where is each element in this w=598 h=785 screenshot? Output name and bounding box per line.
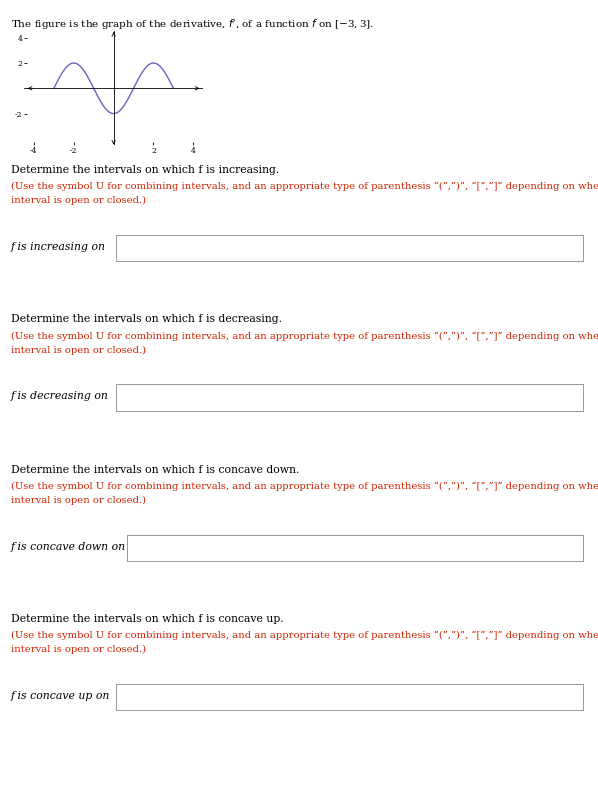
Text: (Use the symbol U for combining intervals, and an appropriate type of parenthesi: (Use the symbol U for combining interval…: [11, 631, 598, 641]
Text: f is increasing on: f is increasing on: [11, 243, 106, 252]
Text: f is concave down on: f is concave down on: [11, 542, 126, 552]
Text: (Use the symbol U for combining intervals, and an appropriate type of parenthesi: (Use the symbol U for combining interval…: [11, 182, 598, 192]
Text: interval is open or closed.): interval is open or closed.): [11, 496, 146, 506]
Text: interval is open or closed.): interval is open or closed.): [11, 196, 146, 206]
Text: (Use the symbol U for combining intervals, and an appropriate type of parenthesi: (Use the symbol U for combining interval…: [11, 482, 598, 491]
Text: interval is open or closed.): interval is open or closed.): [11, 645, 146, 655]
Text: (Use the symbol U for combining intervals, and an appropriate type of parenthesi: (Use the symbol U for combining interval…: [11, 331, 598, 341]
Text: interval is open or closed.): interval is open or closed.): [11, 345, 146, 355]
Text: f is concave up on: f is concave up on: [11, 692, 110, 701]
Text: Determine the intervals on which f is decreasing.: Determine the intervals on which f is de…: [11, 314, 282, 324]
Text: Determine the intervals on which f is increasing.: Determine the intervals on which f is in…: [11, 165, 279, 175]
Text: Determine the intervals on which f is concave up.: Determine the intervals on which f is co…: [11, 614, 283, 624]
Text: Determine the intervals on which f is concave down.: Determine the intervals on which f is co…: [11, 465, 299, 475]
Text: The figure is the graph of the derivative, $f'$, of a function $f$ on [−3, 3].: The figure is the graph of the derivativ…: [11, 17, 374, 31]
Text: f is decreasing on: f is decreasing on: [11, 392, 109, 401]
